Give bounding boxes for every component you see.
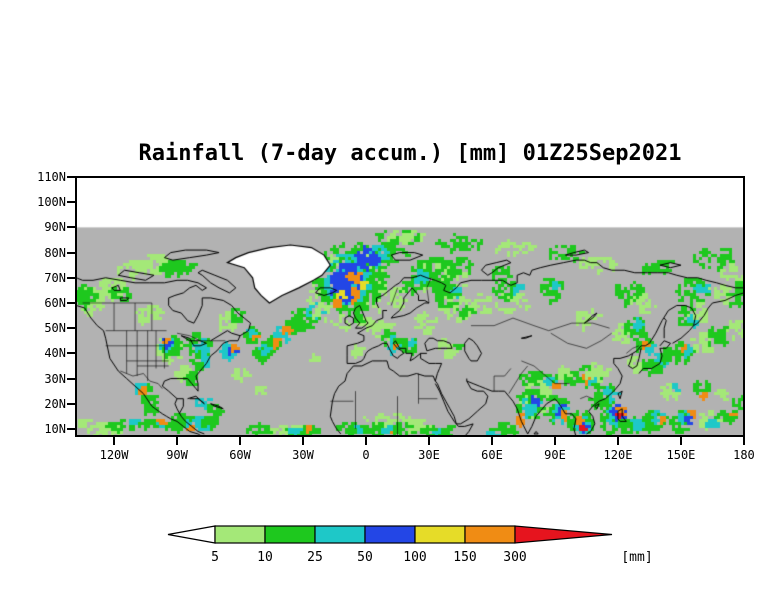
- y-tick-label: 10N: [44, 421, 66, 436]
- y-tick-mark: [67, 201, 75, 204]
- x-tick-label: 90E: [544, 448, 566, 462]
- y-tick-mark: [67, 352, 75, 355]
- colorbar-tick-label: 300: [503, 550, 526, 565]
- colorbar: 5 10 25 50 100 150 300 [mm]: [167, 525, 653, 565]
- colorbar-tick-label: 100: [403, 550, 426, 565]
- x-tick-mark: [365, 437, 367, 445]
- x-tick-mark: [302, 437, 305, 445]
- y-tick-mark: [67, 377, 75, 380]
- x-tick-label: 180: [733, 448, 755, 462]
- colorbar-segment: [414, 525, 466, 544]
- colorbar-arrow-below-min: [167, 525, 216, 544]
- x-tick-mark: [113, 437, 116, 445]
- y-tick-label: 60N: [44, 295, 66, 310]
- colorbar-segment: [314, 525, 366, 544]
- map-plot-area: [75, 176, 745, 437]
- y-tick-mark: [67, 226, 75, 229]
- y-tick-label: 40N: [44, 346, 66, 361]
- colorbar-units-label: [mm]: [621, 550, 652, 565]
- y-tick-label: 80N: [44, 245, 66, 260]
- chart-title: Rainfall (7-day accum.) [mm] 01Z25Sep202…: [138, 141, 682, 166]
- x-tick-mark: [679, 437, 682, 445]
- x-tick-mark: [616, 437, 619, 445]
- y-tick-mark: [67, 327, 75, 330]
- y-tick-mark: [67, 276, 75, 279]
- x-tick-mark: [176, 437, 179, 445]
- x-tick-label: 30E: [418, 448, 440, 462]
- x-tick-label: 120W: [99, 448, 129, 462]
- x-tick-mark: [742, 437, 745, 445]
- x-tick-label: 90W: [166, 448, 188, 462]
- colorbar-tick-label: 5: [211, 550, 219, 565]
- y-tick-label: 110N: [37, 170, 66, 184]
- x-tick-label: 60E: [481, 448, 503, 462]
- x-tick-label: 60W: [229, 448, 251, 462]
- colorbar-segment: [364, 525, 416, 544]
- x-tick-mark: [428, 437, 430, 445]
- colorbar-segment: [214, 525, 266, 544]
- colorbar-segment: [264, 525, 316, 544]
- x-tick-label: 30W: [292, 448, 314, 462]
- y-tick-mark: [67, 251, 75, 254]
- colorbar-tick-label: 10: [257, 550, 273, 565]
- y-tick-label: 70N: [44, 270, 66, 285]
- x-tick-mark: [239, 437, 242, 445]
- colorbar-segment: [464, 525, 516, 544]
- y-tick-label: 90N: [44, 220, 66, 235]
- y-tick-label: 30N: [44, 371, 66, 386]
- rainfall-map-canvas: [75, 176, 745, 437]
- x-tick-mark: [490, 437, 493, 445]
- y-tick-label: 50N: [44, 321, 66, 336]
- colorbar-arrow-above-max: [514, 525, 613, 544]
- colorbar-tick-label: 25: [307, 550, 323, 565]
- y-tick-mark: [67, 427, 75, 430]
- x-tick-label: 150E: [666, 448, 696, 462]
- y-tick-mark: [67, 301, 75, 304]
- x-tick-label: 0: [362, 448, 370, 462]
- x-tick-mark: [553, 437, 556, 445]
- x-tick-label: 120E: [603, 448, 633, 462]
- colorbar-tick-label: 50: [357, 550, 373, 565]
- y-tick-label: 100N: [37, 195, 66, 210]
- y-tick-mark: [67, 402, 75, 405]
- y-tick-mark: [67, 176, 75, 178]
- y-tick-label: 20N: [44, 396, 66, 411]
- colorbar-tick-label: 150: [453, 550, 476, 565]
